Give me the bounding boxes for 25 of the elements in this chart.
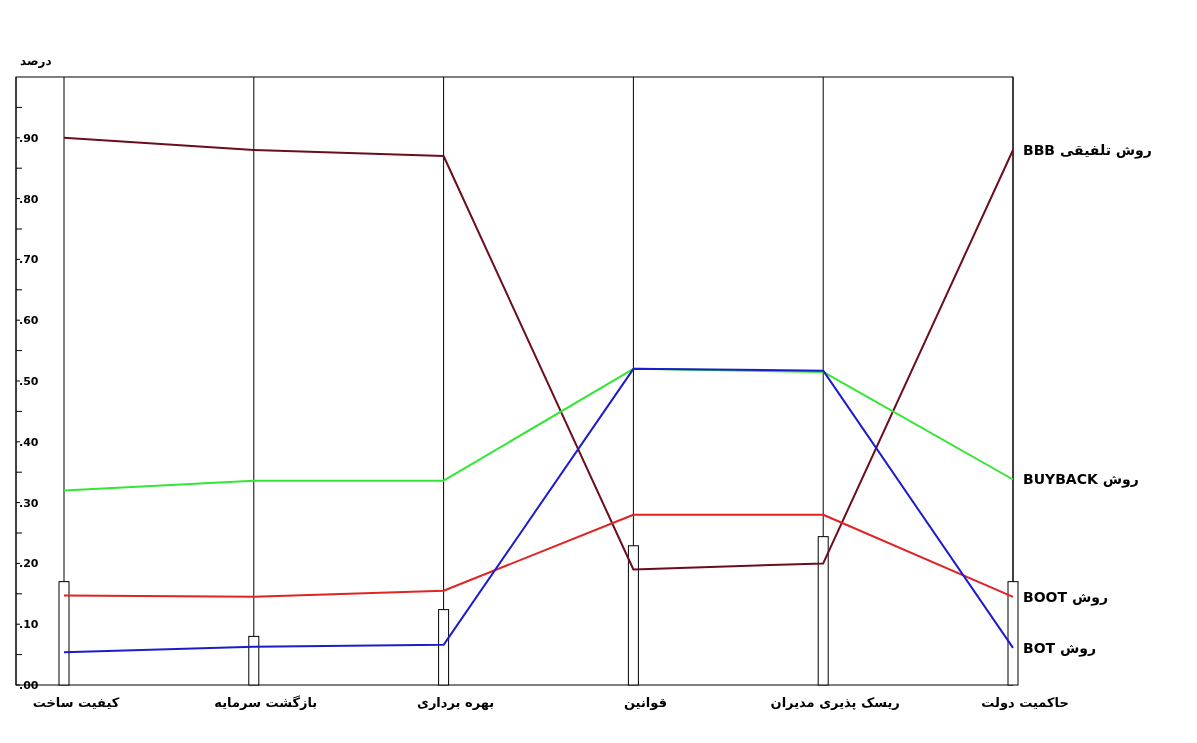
line-series: [63, 513, 1014, 598]
series-label: روش BUYBACK: [1023, 471, 1139, 489]
y-tick-label: .20: [19, 557, 39, 571]
y-tick-label: .80: [19, 192, 39, 206]
y-tick-label: .10: [19, 618, 39, 632]
x-tick-label: بازگشت سرمایه: [214, 695, 318, 710]
series-label: روش BOOT: [1023, 588, 1108, 606]
line-series: [63, 136, 1014, 571]
line-series: [63, 367, 1014, 492]
x-tick-label: قوانین: [623, 695, 667, 710]
y-tick-label: .60: [19, 314, 39, 328]
x-tick-label: بهره برداری: [416, 695, 495, 710]
series-label: روش تلفیقی BBB: [1023, 141, 1152, 159]
series-label: روش BOT: [1023, 639, 1097, 657]
y-tick-label: .50: [19, 375, 39, 388]
y-axis-title: درصد: [20, 54, 52, 68]
y-tick-label: .00: [19, 679, 39, 692]
y-tick-label: .40: [19, 435, 39, 449]
y-tick-label: .90: [19, 131, 39, 145]
x-tick-label: حاکمیت دولت: [981, 695, 1069, 710]
x-tick-label: کیفیت ساخت: [32, 695, 120, 710]
line-series: [63, 367, 1014, 654]
x-tick-label: ریسک پذیری مدیران: [770, 695, 900, 710]
y-tick-label: .30: [19, 496, 39, 510]
y-tick-label: .70: [19, 253, 39, 267]
